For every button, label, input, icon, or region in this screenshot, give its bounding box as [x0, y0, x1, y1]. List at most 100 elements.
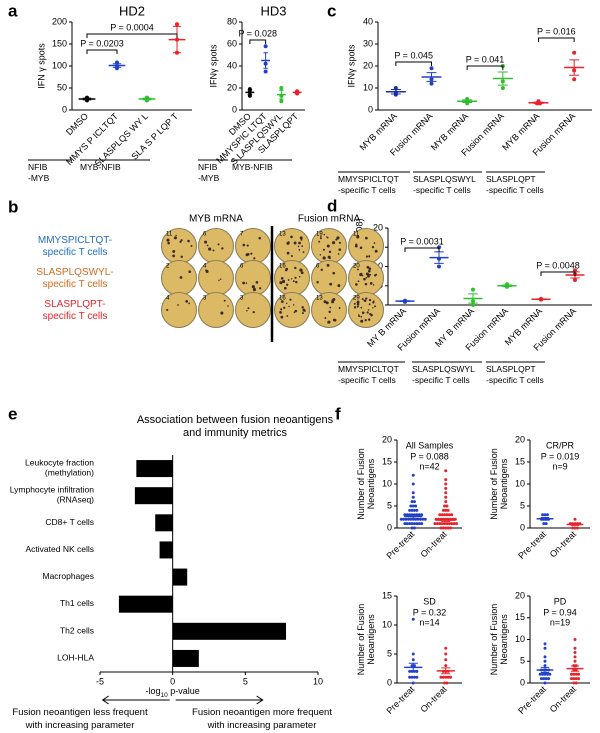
- spot: [293, 241, 297, 245]
- row-label-line: SLASPLQPT-: [44, 299, 105, 310]
- panel-label: c: [327, 1, 336, 20]
- error-bar: [533, 101, 544, 104]
- spot-count: 13: [279, 232, 286, 238]
- data-point: [444, 495, 448, 499]
- spot: [319, 237, 322, 240]
- well-spots: [179, 270, 192, 279]
- bar: [134, 487, 173, 505]
- spot: [212, 249, 215, 252]
- spot: [353, 302, 356, 305]
- spot: [326, 263, 330, 267]
- error-bar: [502, 284, 512, 288]
- group-label-line: NFIB: [198, 162, 218, 172]
- data-point: [449, 675, 453, 679]
- spot-count: 6: [203, 232, 207, 238]
- spot: [288, 305, 290, 308]
- row-label-line: specific T cells: [43, 311, 108, 322]
- y-tick-label: 20: [363, 60, 373, 70]
- error-bar: [570, 523, 580, 526]
- significance-bracket: [466, 65, 504, 70]
- y-tick-label: 5: [387, 648, 392, 658]
- well-spots: [220, 299, 229, 315]
- error-bar: [279, 89, 284, 100]
- spot-count: 20: [353, 264, 360, 270]
- spot: [356, 235, 360, 239]
- data-point: [411, 473, 415, 477]
- spot: [204, 240, 208, 244]
- spot-count: 6: [240, 264, 244, 270]
- error-bar: [569, 59, 580, 76]
- spot: [173, 236, 177, 240]
- data-point: [445, 522, 449, 526]
- data-point: [408, 508, 412, 512]
- error-bar: [294, 90, 300, 94]
- column-header: MYB mRNA: [189, 214, 243, 225]
- error-bar: [441, 667, 451, 675]
- well-spots: [246, 307, 255, 314]
- data-point: [545, 513, 549, 517]
- bar: [155, 514, 173, 532]
- data-point: [402, 517, 406, 521]
- y-axis-label: Number of FusionNeoantigens: [356, 604, 376, 676]
- p-value: P = 0.088: [410, 451, 449, 461]
- spot: [301, 245, 304, 248]
- y-axis-label-line: Number of Fusion: [356, 448, 366, 520]
- x-axis-label: -log10 p-value: [146, 686, 200, 699]
- data-point: [443, 522, 447, 526]
- data-point: [399, 517, 403, 521]
- well-spots: [204, 240, 224, 252]
- p-value: P = 0.016: [537, 26, 576, 36]
- spot-count: 3: [240, 296, 244, 302]
- spot: [325, 301, 329, 305]
- spot: [331, 241, 336, 245]
- spot: [363, 277, 366, 281]
- spot: [353, 306, 356, 309]
- spot: [177, 304, 179, 306]
- x-axis-label-part: p-value: [168, 686, 200, 696]
- error-bar: [408, 514, 418, 519]
- error-bar: [400, 300, 410, 303]
- data-point: [543, 513, 547, 517]
- p-value: P = 0.32: [413, 607, 447, 617]
- spot: [280, 308, 283, 311]
- data-point: [543, 646, 547, 650]
- x-tick-label: 10: [313, 676, 323, 686]
- spot: [279, 281, 283, 285]
- chart-title: HD3: [260, 3, 286, 18]
- spot: [180, 239, 183, 242]
- well-spots: [242, 236, 262, 260]
- spot: [208, 247, 212, 251]
- data-point: [446, 508, 450, 512]
- spot: [188, 302, 190, 305]
- arrow-left: [101, 695, 170, 705]
- group-label-line: -specific T cells: [338, 375, 396, 385]
- spot: [357, 280, 360, 283]
- annotation-line: Fusion neoantigen more frequent: [192, 707, 332, 718]
- data-point: [444, 664, 448, 668]
- error-bar: [570, 665, 580, 672]
- spot: [280, 276, 284, 280]
- data-point: [411, 491, 415, 495]
- spot: [255, 281, 259, 284]
- well: [235, 292, 271, 328]
- category-label: CD8+ T cells: [45, 517, 94, 527]
- spot: [298, 241, 301, 245]
- y-axis-label: IFN γ spots: [36, 43, 46, 89]
- data-point: [415, 508, 419, 512]
- error-bar: [390, 89, 401, 95]
- significance-bracket: [540, 271, 576, 276]
- data-point: [408, 675, 412, 679]
- spot: [338, 248, 342, 252]
- data-point: [575, 526, 579, 530]
- spot: [335, 238, 338, 241]
- category-label: Th2 cells: [60, 626, 94, 636]
- row-label-line: specific T cells: [43, 247, 108, 258]
- spot: [299, 268, 303, 272]
- spot: [285, 302, 288, 305]
- well-spots: [279, 298, 306, 319]
- y-tick-label: 20: [382, 434, 392, 444]
- spot: [301, 312, 304, 315]
- well-spots: [166, 300, 190, 312]
- data-point: [437, 264, 441, 269]
- spot: [242, 281, 245, 285]
